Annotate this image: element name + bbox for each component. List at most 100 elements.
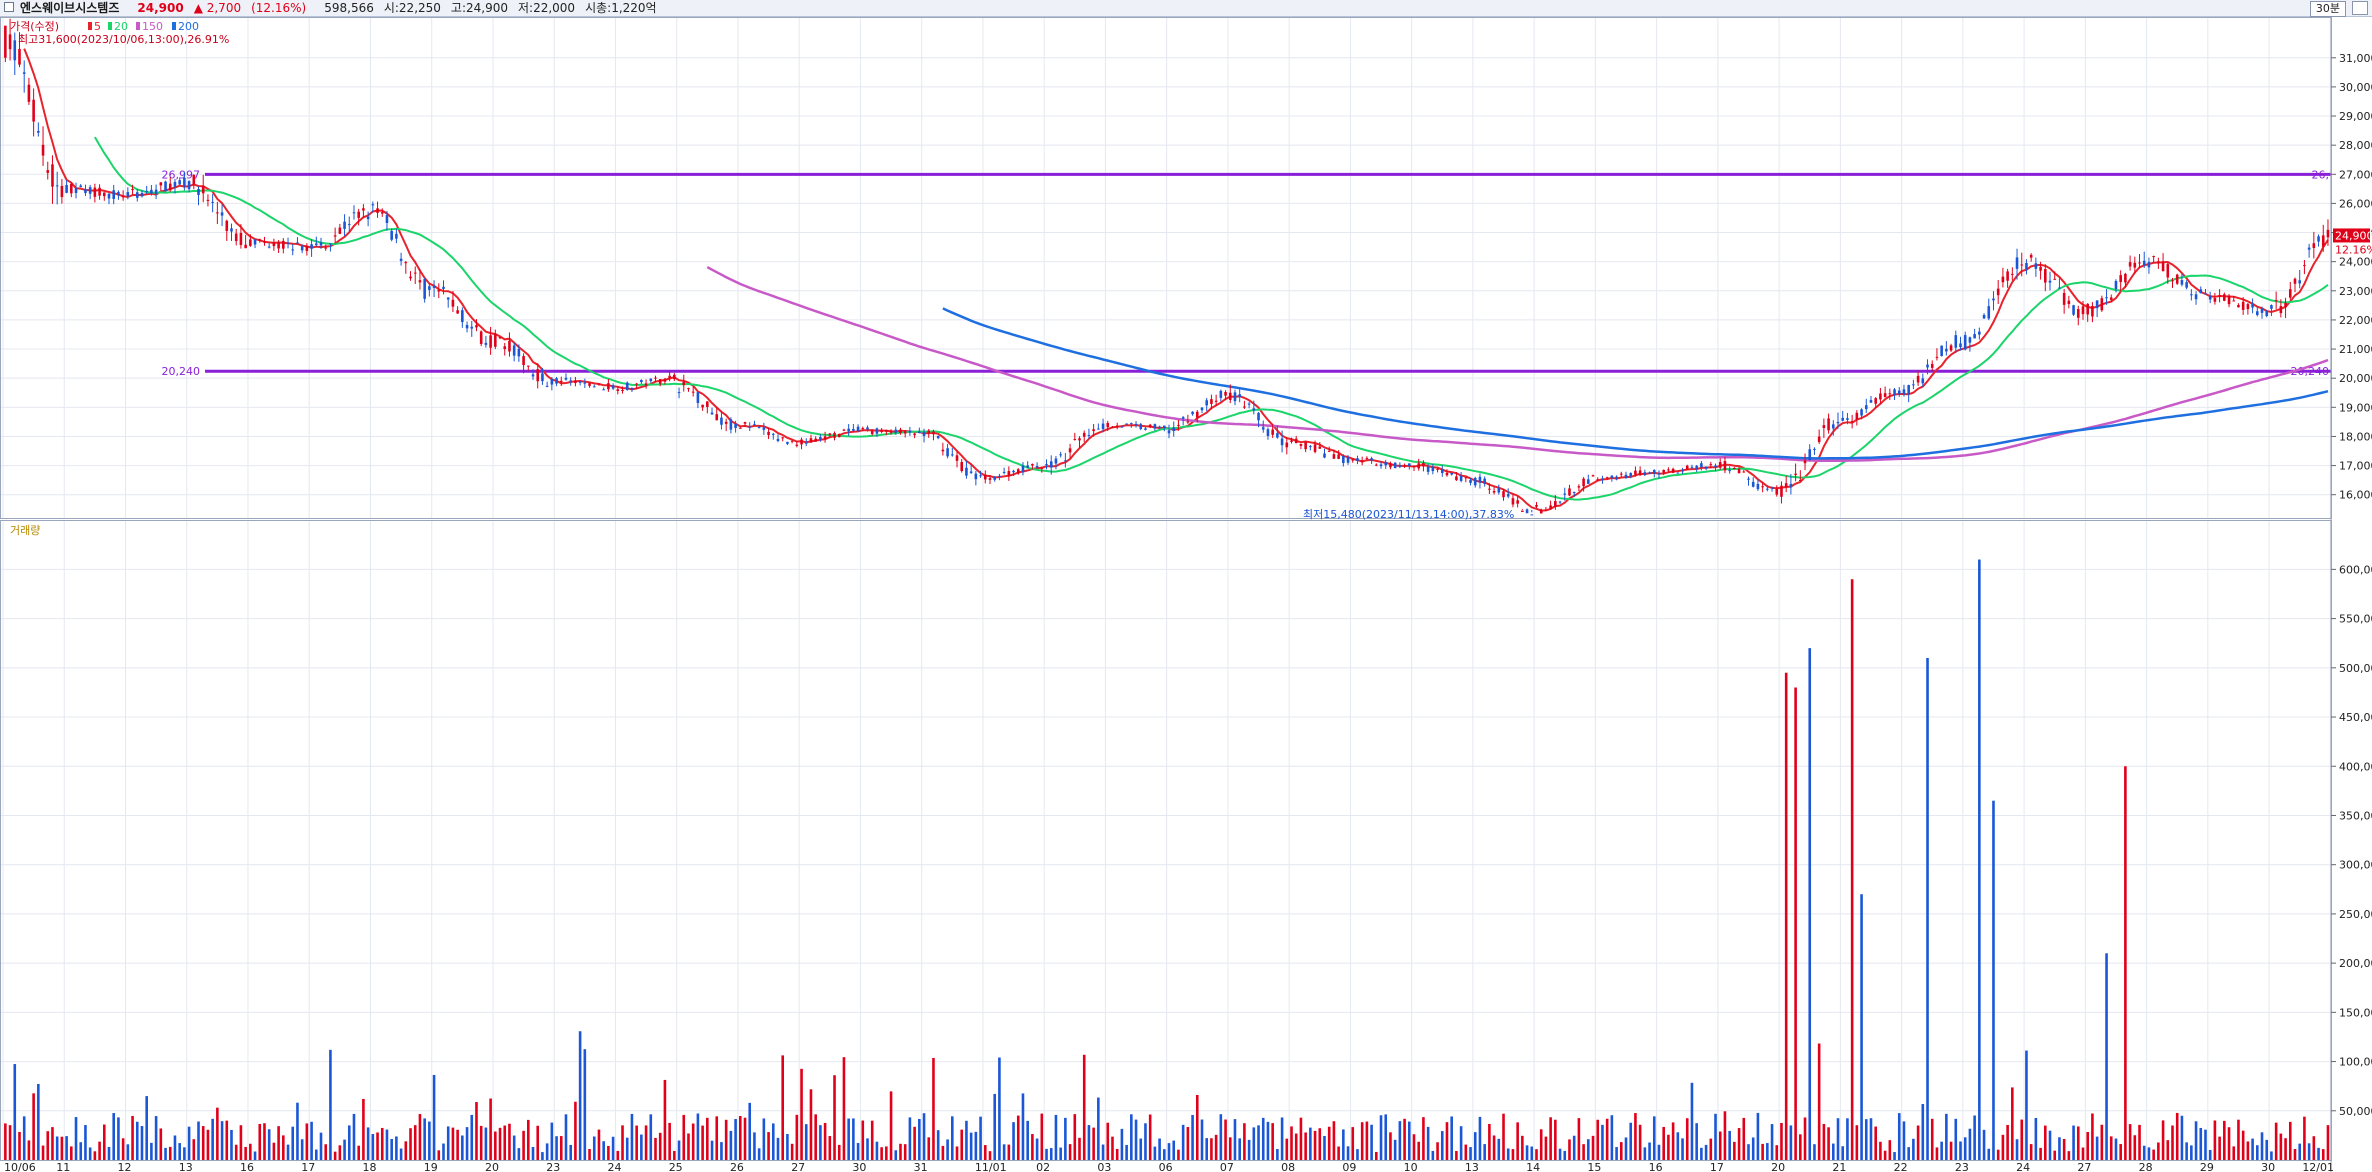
volume-bar bbox=[1469, 1147, 1472, 1160]
volume-bar bbox=[583, 1049, 587, 1160]
volume-axis-label: 350,000 bbox=[2339, 809, 2372, 822]
candle-body bbox=[2034, 263, 2038, 269]
volume-bar bbox=[1737, 1128, 1741, 1160]
current-price-marker bbox=[2333, 228, 2370, 243]
candle-body bbox=[1224, 391, 1227, 396]
candle-body bbox=[324, 247, 328, 249]
candle-body bbox=[423, 279, 426, 299]
moving-averages bbox=[23, 48, 2329, 512]
candle-body bbox=[1318, 446, 1322, 449]
candle-body bbox=[2053, 278, 2057, 280]
time-axis-label: 24 bbox=[607, 1161, 621, 1172]
candle-body bbox=[1747, 478, 1750, 480]
candle-body bbox=[550, 379, 554, 385]
candle-body bbox=[1054, 458, 1058, 464]
volume-bar bbox=[2307, 1143, 2311, 1160]
candle-body bbox=[1045, 464, 1048, 466]
volume-bar bbox=[1902, 1121, 1906, 1160]
volume-bar bbox=[527, 1119, 530, 1160]
candle-body bbox=[880, 430, 883, 432]
legend-ma-swatch bbox=[108, 22, 112, 30]
volume-bar bbox=[1695, 1123, 1698, 1160]
volume-bar bbox=[1464, 1144, 1468, 1160]
high-price: 고:24,900 bbox=[450, 1, 508, 15]
volume-bar bbox=[296, 1102, 299, 1160]
price-axis-label: 19,000 bbox=[2339, 401, 2372, 414]
volume-bar bbox=[856, 1143, 860, 1160]
volume-bar bbox=[2133, 1135, 2137, 1160]
candle-body bbox=[1544, 509, 1548, 511]
candle-body bbox=[1167, 430, 1171, 434]
volume-bar bbox=[1167, 1143, 1171, 1160]
volume-bar bbox=[1535, 1149, 1538, 1160]
candle-body bbox=[1351, 459, 1355, 461]
volume-bar bbox=[922, 1113, 926, 1160]
volume-bar bbox=[903, 1144, 907, 1160]
window-toggle-button[interactable] bbox=[2352, 1, 2368, 15]
volume-bar bbox=[282, 1135, 285, 1160]
candle-body bbox=[1417, 463, 1421, 469]
time-axis-label: 13 bbox=[179, 1161, 193, 1172]
volume-bar bbox=[706, 1117, 709, 1160]
volume-bar bbox=[126, 1144, 130, 1160]
candle-body bbox=[1714, 465, 1717, 468]
candle-body bbox=[1082, 432, 1086, 437]
volume-bar bbox=[305, 1123, 309, 1160]
select-checkbox[interactable] bbox=[4, 2, 14, 12]
candle-body bbox=[1384, 462, 1388, 466]
candle-body bbox=[1431, 466, 1435, 472]
volume-bar bbox=[329, 1049, 332, 1160]
candle-body bbox=[899, 429, 902, 434]
candle-body bbox=[484, 342, 488, 345]
volume-bar bbox=[588, 1148, 591, 1160]
volume-bar bbox=[46, 1131, 50, 1160]
candle-body bbox=[1464, 477, 1468, 479]
volume-bar bbox=[1313, 1130, 1317, 1160]
candle-body bbox=[211, 201, 214, 203]
candle-body bbox=[1695, 465, 1698, 469]
time-axis-label: 23 bbox=[546, 1161, 560, 1172]
candle-body bbox=[121, 195, 125, 198]
volume-bar bbox=[1685, 1118, 1689, 1160]
volume-bar bbox=[1450, 1116, 1453, 1160]
candle-body bbox=[2147, 262, 2151, 268]
current-price: 24,900 bbox=[137, 1, 184, 15]
volume-bar bbox=[1210, 1138, 1213, 1160]
volume-bar bbox=[428, 1121, 431, 1160]
volume-bar bbox=[569, 1144, 572, 1160]
candle-body bbox=[79, 185, 83, 188]
candle-body bbox=[786, 441, 789, 444]
candle-body bbox=[2317, 236, 2320, 242]
volume-bar bbox=[319, 1132, 323, 1160]
candle-body bbox=[2227, 295, 2231, 305]
candle-body bbox=[2124, 273, 2127, 283]
candle-body bbox=[1624, 474, 1628, 479]
candle-body bbox=[706, 401, 709, 407]
candle-body bbox=[249, 239, 252, 246]
volume-bar bbox=[983, 1145, 987, 1160]
candle-body bbox=[357, 211, 360, 218]
candle-body bbox=[654, 377, 657, 379]
volume-bar bbox=[404, 1141, 408, 1160]
candle-body bbox=[1389, 463, 1392, 468]
volume-bar bbox=[1671, 1122, 1675, 1160]
candle-body bbox=[154, 189, 158, 194]
interval-selector[interactable]: 30분 bbox=[2309, 1, 2346, 17]
candle-body bbox=[1276, 433, 1279, 438]
volume-bar bbox=[1290, 1126, 1293, 1160]
candle-body bbox=[2190, 294, 2193, 296]
volume-axis-label: 50,000 bbox=[2339, 1105, 2372, 1118]
volume-bar bbox=[1897, 1113, 1901, 1160]
candle-body bbox=[37, 130, 40, 133]
candle-body bbox=[343, 221, 346, 229]
volume-bar bbox=[2312, 1136, 2316, 1160]
candle-body bbox=[842, 429, 846, 431]
candle-body bbox=[2204, 293, 2207, 295]
candle-body bbox=[489, 335, 492, 348]
volume-bar bbox=[1125, 1144, 1128, 1160]
volume-bar bbox=[654, 1137, 657, 1160]
volume-bar bbox=[1921, 1104, 1925, 1160]
candle-body bbox=[159, 182, 163, 186]
candle-body bbox=[1313, 444, 1317, 452]
